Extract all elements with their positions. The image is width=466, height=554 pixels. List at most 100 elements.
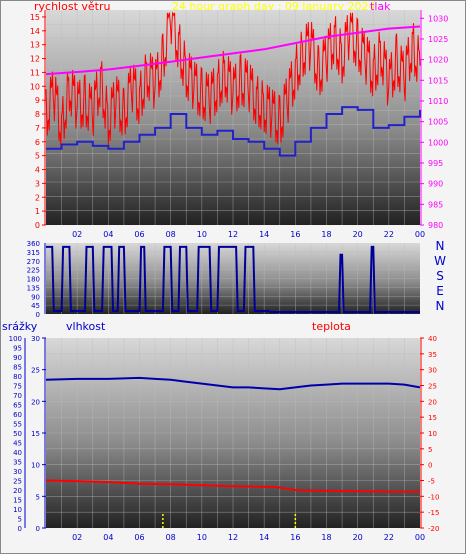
y-tick-label-rain: 30 bbox=[13, 468, 22, 476]
x-tick-label: 18 bbox=[321, 230, 331, 239]
y-tick-label-right: 990 bbox=[428, 180, 443, 189]
y-tick-label-left: 9 bbox=[35, 96, 40, 105]
x-tick-label: 14 bbox=[259, 230, 269, 239]
y-tick-label-right: -15 bbox=[428, 509, 439, 517]
x-tick-label: 12 bbox=[228, 230, 238, 239]
y-tick-label-humidity: 25 bbox=[31, 367, 40, 375]
y-tick-label-humidity: 10 bbox=[31, 462, 40, 470]
y-tick-label-rain: 0 bbox=[18, 525, 22, 533]
x-tick-label: 10 bbox=[197, 230, 207, 239]
y-tick-label-right: -20 bbox=[428, 525, 439, 533]
pressure-line bbox=[45, 25, 421, 76]
y-tick-label-rain: 90 bbox=[13, 354, 22, 362]
wind-direction-line bbox=[46, 245, 420, 313]
wind-speed-label: rychlost větru bbox=[34, 0, 111, 13]
y-tick-label-right: 15 bbox=[428, 414, 437, 422]
y-tick-label-left: 13 bbox=[30, 41, 40, 50]
y-tick-label-humidity: 5 bbox=[36, 493, 40, 501]
y-tick-label-right: -5 bbox=[428, 478, 435, 486]
y-tick-label-right: 995 bbox=[428, 159, 443, 168]
direction-label-s: S bbox=[436, 269, 444, 283]
y-tick-label-rain: 20 bbox=[13, 487, 22, 495]
y-tick-label-right: 1020 bbox=[428, 56, 448, 65]
x-tick-label: 20 bbox=[353, 533, 363, 542]
x-tick-label: 08 bbox=[166, 230, 176, 239]
y-tick-label-left: 180 bbox=[27, 276, 40, 284]
y-tick-label-right: 985 bbox=[428, 200, 443, 209]
humidity-temperature-panel: 0510152025303540455055606570758085909510… bbox=[9, 335, 440, 542]
y-tick-label-rain: 85 bbox=[13, 364, 22, 372]
y-tick-label-humidity: 20 bbox=[31, 398, 40, 406]
y-tick-label-right: 1030 bbox=[428, 14, 448, 23]
y-tick-label-left: 2 bbox=[35, 193, 40, 202]
x-tick-label: 02 bbox=[72, 230, 82, 239]
y-tick-label-right: 5 bbox=[428, 446, 432, 454]
y-tick-label-left: 360 bbox=[27, 240, 40, 248]
x-tick-label: 18 bbox=[321, 533, 331, 542]
y-tick-label-rain: 10 bbox=[13, 506, 22, 514]
y-tick-label-rain: 25 bbox=[13, 478, 22, 486]
y-tick-label-left: 315 bbox=[27, 249, 40, 257]
x-tick-label: 14 bbox=[259, 533, 269, 542]
y-tick-label-left: 135 bbox=[27, 284, 40, 292]
y-tick-label-rain: 45 bbox=[13, 440, 22, 448]
y-tick-label-left: 1 bbox=[35, 207, 40, 216]
y-tick-label-right: 1025 bbox=[428, 35, 448, 44]
y-tick-label-left: 0 bbox=[36, 311, 40, 319]
wind-pressure-panel: 0123456789101112131415980985990995100010… bbox=[30, 10, 448, 239]
wind-average-line bbox=[46, 106, 421, 157]
direction-label-e: E bbox=[436, 284, 444, 298]
x-tick-label: 02 bbox=[72, 533, 82, 542]
y-tick-label-right: 35 bbox=[428, 351, 437, 359]
y-tick-label-left: 3 bbox=[35, 179, 40, 188]
x-tick-label: 22 bbox=[384, 230, 394, 239]
humidity-line bbox=[45, 376, 421, 391]
direction-label-n: N bbox=[436, 239, 445, 253]
y-tick-label-right: 980 bbox=[428, 221, 443, 230]
y-tick-label-rain: 60 bbox=[13, 411, 22, 419]
y-tick-label-left: 45 bbox=[31, 302, 40, 310]
y-tick-label-right: 10 bbox=[428, 430, 437, 438]
y-tick-label-rain: 65 bbox=[13, 402, 22, 410]
x-tick-label: 16 bbox=[290, 230, 300, 239]
y-tick-label-right: 1005 bbox=[428, 118, 448, 127]
x-tick-label: 20 bbox=[353, 230, 363, 239]
x-tick-label: 04 bbox=[103, 230, 113, 239]
humidity-label: vlhkost bbox=[66, 320, 106, 333]
direction-label-w: W bbox=[434, 254, 446, 268]
y-tick-label-right: 20 bbox=[428, 398, 437, 406]
x-tick-label: 12 bbox=[228, 533, 238, 542]
y-tick-label-rain: 5 bbox=[18, 516, 22, 524]
y-tick-label-rain: 40 bbox=[13, 449, 22, 457]
y-tick-label-left: 14 bbox=[30, 27, 40, 36]
y-tick-label-rain: 100 bbox=[9, 335, 22, 343]
y-tick-label-left: 0 bbox=[35, 221, 40, 230]
y-tick-label-left: 12 bbox=[30, 55, 40, 64]
y-tick-label-left: 270 bbox=[27, 258, 40, 266]
x-tick-label: 08 bbox=[166, 533, 176, 542]
y-tick-label-rain: 70 bbox=[13, 392, 22, 400]
y-tick-label-humidity: 15 bbox=[31, 430, 40, 438]
y-tick-label-left: 225 bbox=[27, 267, 40, 275]
y-tick-label-left: 10 bbox=[30, 82, 40, 91]
pressure-label: tlak bbox=[370, 0, 391, 13]
y-tick-label-rain: 15 bbox=[13, 497, 22, 505]
y-tick-label-right: -10 bbox=[428, 493, 439, 501]
y-tick-label-rain: 75 bbox=[13, 383, 22, 391]
x-tick-label: 10 bbox=[197, 533, 207, 542]
y-tick-label-rain: 55 bbox=[13, 421, 22, 429]
y-tick-label-rain: 95 bbox=[13, 345, 22, 353]
x-tick-label: 00 bbox=[415, 533, 425, 542]
graph-title: 24 hour graph day : 09 January 2024 bbox=[172, 0, 376, 13]
rain-label: srážky bbox=[2, 320, 38, 333]
y-tick-label-left: 11 bbox=[30, 68, 40, 77]
y-tick-label-left: 5 bbox=[35, 152, 40, 161]
y-tick-label-humidity: 0 bbox=[36, 525, 40, 533]
y-tick-label-left: 6 bbox=[35, 138, 40, 147]
y-tick-label-right: 30 bbox=[428, 367, 437, 375]
y-tick-label-right: 40 bbox=[428, 335, 437, 343]
y-tick-label-rain: 35 bbox=[13, 459, 22, 467]
x-tick-label: 06 bbox=[134, 533, 144, 542]
